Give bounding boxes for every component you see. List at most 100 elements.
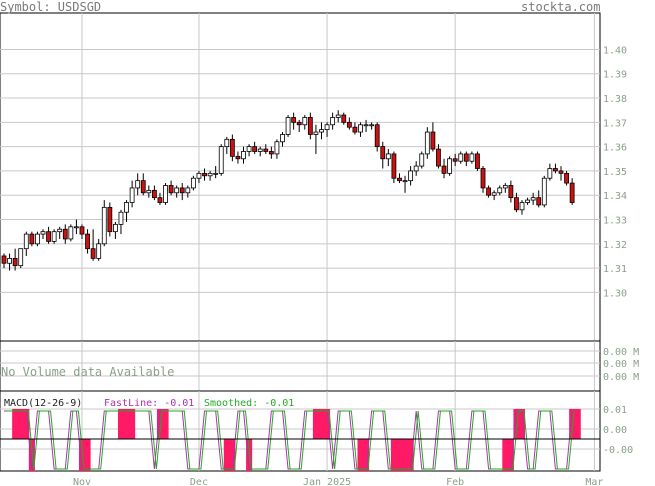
candle-body	[85, 233, 90, 250]
candle	[463, 151, 469, 167]
macd-hist-bar	[156, 409, 164, 439]
candle	[46, 226, 51, 244]
candle	[79, 224, 85, 239]
candle-body	[79, 226, 85, 235]
volume-axis-label-3: 0.00 M	[603, 372, 639, 383]
candle	[68, 224, 74, 242]
candle	[241, 146, 246, 164]
candle-body	[402, 180, 408, 183]
candle-body	[452, 158, 458, 162]
candle	[419, 151, 425, 169]
candle-body	[124, 202, 129, 213]
volume-axis-label-2: 0.00 M	[603, 359, 639, 370]
candle-body	[40, 231, 46, 235]
candle	[163, 183, 168, 205]
date-axis: Nov Dec Jan 2025 Feb Mar	[73, 477, 604, 486]
candle-body	[179, 187, 185, 194]
candle	[252, 141, 258, 154]
candle	[402, 175, 408, 193]
candle	[525, 197, 530, 205]
macd-hist-bar	[12, 409, 19, 439]
candle	[196, 170, 202, 184]
candle	[146, 185, 152, 198]
candle	[213, 166, 219, 179]
macd-hist-bar	[574, 409, 581, 439]
macd-hist-bar	[569, 409, 576, 439]
candle-body	[352, 126, 358, 133]
price-tick-label: 1.32	[603, 240, 627, 251]
candle	[324, 122, 330, 137]
candle	[118, 209, 124, 235]
candle	[452, 153, 458, 167]
candle	[12, 248, 18, 271]
candle-body	[146, 189, 152, 194]
candle-body	[202, 172, 207, 177]
candle	[246, 144, 252, 157]
macd-hist-bar	[402, 439, 409, 471]
candle-body	[469, 153, 475, 162]
candle	[408, 166, 414, 186]
candle-body	[196, 172, 202, 179]
candle	[391, 151, 397, 184]
candle-body	[57, 228, 63, 233]
date-tick-label: Dec	[190, 477, 208, 486]
no-volume-note: No Volume data Available	[1, 365, 175, 379]
candles	[1, 110, 575, 271]
candle-body	[430, 131, 436, 150]
candle	[413, 161, 419, 176]
candle	[85, 229, 90, 254]
candle-body	[157, 197, 163, 203]
price-tick-label: 1.37	[603, 118, 627, 129]
candle-body	[140, 180, 146, 194]
candle-body	[564, 172, 569, 184]
macd-axis-label-1: 0.01	[603, 405, 627, 416]
macd-hist-bar	[363, 439, 370, 471]
candle-body	[285, 117, 291, 135]
macd-hist-bar	[324, 409, 331, 439]
candle-body	[541, 177, 547, 206]
candle-body	[96, 243, 102, 259]
macd-hist-bar	[223, 439, 230, 471]
candle	[569, 178, 575, 205]
candle-body	[553, 168, 558, 172]
candle-body	[530, 197, 536, 201]
candle	[107, 202, 113, 237]
candle	[29, 231, 35, 247]
candle	[497, 185, 503, 196]
candle-body	[458, 153, 464, 162]
macd-hist-bar	[312, 409, 319, 439]
candle	[313, 124, 319, 154]
macd-lines	[4, 410, 575, 470]
candle	[151, 185, 157, 201]
candle-body	[257, 148, 263, 152]
candle-body	[397, 177, 402, 182]
candle-body	[307, 117, 313, 135]
candle	[469, 151, 475, 164]
candle	[369, 122, 375, 130]
candle	[229, 134, 235, 162]
macd-hist-bar	[84, 439, 91, 471]
candle	[74, 219, 79, 235]
candle	[7, 253, 12, 271]
candle	[358, 122, 363, 137]
candle	[536, 190, 542, 208]
candle	[564, 170, 569, 186]
candle	[541, 175, 547, 208]
candle	[263, 144, 269, 154]
candle	[62, 224, 68, 244]
candle-body	[218, 146, 224, 174]
candle-body	[313, 131, 319, 135]
candle-body	[35, 233, 40, 245]
candle-body	[480, 168, 486, 189]
candle-body	[519, 202, 525, 211]
macd-hist-bar	[162, 409, 169, 439]
candle-body	[380, 146, 386, 160]
candle	[96, 238, 102, 261]
candle-body	[508, 185, 514, 199]
candle	[547, 163, 553, 181]
macd-axis-label-3: -0.00	[603, 445, 633, 456]
candle-body	[447, 158, 453, 174]
candle	[185, 185, 191, 198]
candle-body	[12, 257, 18, 267]
price-tick-label: 1.38	[603, 94, 627, 105]
